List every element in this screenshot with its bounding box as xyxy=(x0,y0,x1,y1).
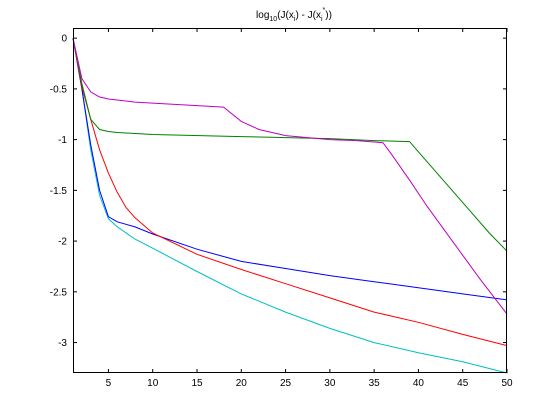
title-part-4: i xyxy=(294,16,296,23)
y-tick-label: -3 xyxy=(58,338,67,349)
title-part-2: 10 xyxy=(269,16,277,23)
y-tick-label: 0 xyxy=(61,34,67,45)
x-tick-label: 20 xyxy=(236,378,248,389)
series-layer xyxy=(72,37,508,374)
series-line-2 xyxy=(72,38,508,301)
x-tick-label: 45 xyxy=(457,378,469,389)
series-line-5 xyxy=(72,37,508,315)
title-part-5: ) - J(x xyxy=(295,10,321,21)
x-tick-label: 10 xyxy=(147,378,159,389)
title-part-3: (J(x xyxy=(277,10,294,21)
axes-box xyxy=(73,28,507,373)
x-tick-label: 40 xyxy=(413,378,425,389)
x-tick-label: 30 xyxy=(324,378,336,389)
title-part-7: * xyxy=(323,7,326,14)
series-line-1 xyxy=(72,38,508,374)
y-tick-label: -0.5 xyxy=(50,84,68,95)
title-part-8: )) xyxy=(325,10,332,21)
y-tick-label: -1 xyxy=(58,135,67,146)
title-part-6: i xyxy=(321,16,323,23)
series-line-3 xyxy=(72,38,508,347)
y-tick-label: -2 xyxy=(58,237,67,248)
series-line-4 xyxy=(72,38,508,252)
x-tick-label: 25 xyxy=(280,378,292,389)
y-tick-label: -1.5 xyxy=(50,186,68,197)
title-part-1: log xyxy=(256,10,269,21)
chart-title: log10(J(xi) - J(xi*)) xyxy=(256,7,332,23)
ticks-layer: 5 10 15 20 25 30 35 40 45 50 0 -0.5 -1 -1.5 -2 -2.5 -3 xyxy=(50,28,513,389)
x-tick-label: 50 xyxy=(501,378,513,389)
x-tick-label: 5 xyxy=(106,378,112,389)
y-tick-label: -2.5 xyxy=(50,287,68,298)
x-tick-label: 35 xyxy=(369,378,381,389)
plot-area xyxy=(73,28,507,373)
x-tick-label: 15 xyxy=(191,378,203,389)
